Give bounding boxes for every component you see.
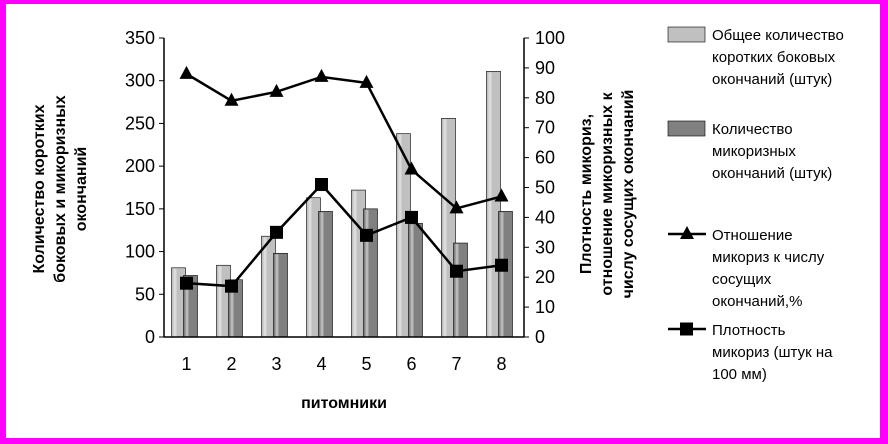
legend-label-4-line-2: микориз (штук на — [712, 344, 833, 361]
right-tick-label-60: 60 — [535, 148, 555, 168]
right-axis-title-line-3: числу сосущих окончаний — [620, 90, 637, 299]
bar-highlight-s1-6 — [398, 134, 402, 337]
axes-group — [159, 37, 529, 338]
bar-highlight-s2-3 — [275, 254, 279, 337]
triangle-marker-6 — [404, 161, 419, 175]
right-tick-label-0: 0 — [535, 327, 545, 347]
bar-highlight-s1-1 — [173, 268, 177, 337]
bar-highlight-s2-1 — [185, 276, 189, 337]
legend-label-3-line-1: Отношение — [712, 227, 793, 244]
legend-label-1-line-1: Общее количество — [712, 27, 844, 44]
left-tick-label-300: 300 — [125, 71, 155, 91]
legend-label-4-line-1: Плотность — [712, 322, 786, 339]
bar-highlight-s1-3 — [263, 237, 267, 337]
line-triangle-series — [185, 72, 502, 210]
chart-canvas: Количество коротких боковых и микоризных о… — [6, 4, 880, 438]
bar-highlight-s2-8 — [500, 212, 504, 337]
legend: Общее количество коротких боковых окончани… — [667, 26, 844, 383]
x-tick-label-5: 5 — [361, 354, 371, 374]
left-tick-label-100: 100 — [125, 242, 155, 262]
square-marker-7 — [450, 264, 463, 278]
left-axis-title: Количество коротких боковых и микоризных о… — [31, 95, 90, 282]
legend-label-2-line-2: микоризных — [712, 143, 796, 160]
left-axis-title-line-1: Количество коротких — [31, 104, 48, 273]
square-marker-2 — [225, 279, 238, 293]
right-tick-label-100: 100 — [535, 28, 565, 48]
legend-label-3-line-3: сосущих — [712, 271, 772, 288]
right-axis-title-line-1: Плотность микориз, — [578, 114, 595, 274]
legend-label-3-line-4: окончаний,% — [712, 293, 802, 310]
right-tick-label-30: 30 — [535, 237, 555, 257]
triangle-marker-4 — [314, 68, 329, 82]
square-marker-8 — [495, 258, 508, 272]
left-axis-title-line-3: окончаний — [73, 147, 90, 232]
legend-label-1-line-3: окончаний (штук) — [712, 71, 832, 88]
x-tick-label-8: 8 — [496, 354, 506, 374]
x-tick-label-7: 7 — [451, 354, 461, 374]
tick-labels-group: 0 50 100 150 200 250 300 350 0 10 20 30 40 50 60 70 80 90… — [125, 28, 565, 374]
triangle-marker-2 — [224, 92, 239, 106]
right-tick-label-10: 10 — [535, 297, 555, 317]
legend-label-2-line-3: окончаний (штук) — [712, 165, 832, 182]
triangle-marker-1 — [179, 65, 194, 79]
x-tick-label-2: 2 — [226, 354, 236, 374]
legend-square-marker — [680, 322, 693, 336]
right-tick-label-40: 40 — [535, 207, 555, 227]
legend-triangle-marker — [680, 226, 694, 239]
bar-highlight-s2-2 — [230, 280, 234, 337]
legend-label-4-line-3: 100 мм) — [712, 366, 767, 383]
triangle-marker-3 — [269, 83, 284, 97]
left-tick-label-50: 50 — [135, 284, 155, 304]
right-tick-label-80: 80 — [535, 88, 555, 108]
right-tick-label-90: 90 — [535, 58, 555, 78]
left-tick-label-250: 250 — [125, 113, 155, 133]
right-axis-title-line-2: отношение микоризных к — [599, 91, 616, 295]
square-marker-5 — [360, 228, 373, 242]
bar-highlight-s1-8 — [488, 72, 492, 338]
legend-label-1-line-2: коротких боковых — [712, 49, 836, 66]
right-tick-label-70: 70 — [535, 118, 555, 138]
square-marker-1 — [180, 276, 193, 290]
left-tick-label-150: 150 — [125, 199, 155, 219]
right-tick-label-20: 20 — [535, 267, 555, 287]
chart-svg: Количество коротких боковых и микоризных о… — [31, 26, 844, 412]
triangle-marker-5 — [359, 74, 374, 88]
triangle-marker-7 — [449, 200, 464, 214]
bar-highlight-s2-6 — [410, 224, 414, 337]
bar-highlight-s2-4 — [320, 212, 324, 337]
square-marker-3 — [270, 225, 283, 239]
left-tick-label-200: 200 — [125, 156, 155, 176]
bar-highlight-s2-5 — [365, 209, 369, 337]
bar-highlight-s1-2 — [218, 266, 222, 337]
bar-highlight-s1-7 — [443, 119, 447, 337]
bar-series-group — [171, 71, 513, 338]
x-tick-label-1: 1 — [181, 354, 191, 374]
square-marker-6 — [405, 210, 418, 224]
x-tick-label-6: 6 — [406, 354, 416, 374]
right-tick-label-50: 50 — [535, 178, 555, 198]
left-tick-label-0: 0 — [145, 327, 155, 347]
triangle-marker-8 — [494, 188, 509, 202]
line-series-group — [179, 65, 509, 293]
x-axis-title: питомники — [301, 395, 387, 412]
line-square-series — [186, 182, 502, 288]
bar-highlight-s1-4 — [308, 198, 312, 337]
left-tick-label-350: 350 — [125, 28, 155, 48]
legend-label-3-line-2: микориз к числу — [712, 249, 825, 266]
bar-highlight-s1-5 — [353, 191, 357, 337]
legend-swatch-bar-1 — [667, 26, 706, 43]
right-axis-title: Плотность микориз, отношение микоризных к… — [578, 90, 637, 299]
legend-label-2-line-1: Количество — [712, 121, 793, 138]
bar-highlight-s2-7 — [455, 244, 459, 337]
x-tick-label-3: 3 — [271, 354, 281, 374]
left-axis-title-line-2: боковых и микоризных — [52, 95, 69, 282]
square-marker-4 — [315, 178, 328, 192]
legend-swatch-bar-2 — [667, 120, 706, 137]
x-tick-label-4: 4 — [316, 354, 326, 374]
